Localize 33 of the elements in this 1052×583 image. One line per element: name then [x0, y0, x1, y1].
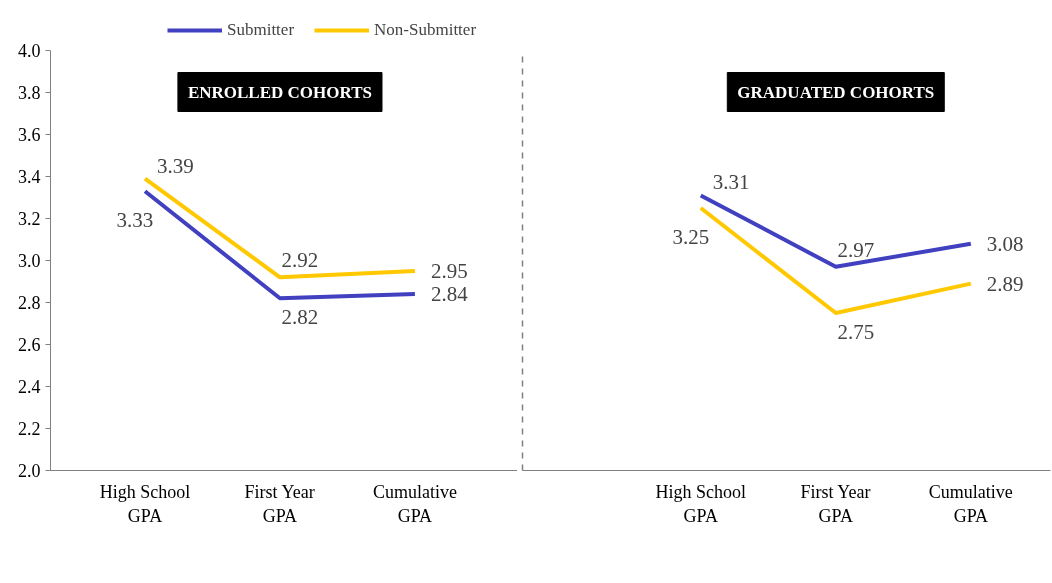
y-tick-label: 3.0 [18, 251, 41, 271]
data-label: 3.25 [672, 225, 710, 249]
y-tick-label: 3.2 [18, 209, 41, 229]
x-tick-label: First Year GPA [244, 481, 315, 526]
y-tick-label: 3.6 [18, 125, 41, 145]
data-label: 2.75 [837, 320, 875, 344]
y-tick-label: 2.2 [18, 419, 41, 439]
y-tick-label: 4.0 [18, 41, 41, 61]
x-tick-label: Cumulative GPA [928, 481, 1013, 526]
data-label: 2.97 [837, 237, 875, 262]
y-tick-label: 3.4 [18, 167, 41, 187]
legend-label: Submitter [227, 20, 295, 40]
y-tick-label: 2.6 [18, 335, 41, 355]
x-tick-label: First Year GPA [800, 481, 871, 526]
data-label: 3.39 [156, 153, 194, 178]
data-label: 3.31 [712, 170, 750, 195]
y-tick-label: 3.8 [18, 83, 41, 103]
y-tick-label: 2.8 [18, 293, 41, 313]
data-label: 2.92 [281, 248, 319, 273]
annotation: GRADUATED COHORTS [737, 82, 935, 102]
x-tick-label: High School GPA [99, 481, 191, 526]
data-label: 2.82 [281, 305, 319, 330]
annotation: ENROLLED COHORTS [187, 82, 372, 102]
data-label: 3.08 [986, 231, 1024, 256]
data-label: 3.33 [116, 208, 154, 233]
data-label: 2.89 [986, 271, 1024, 296]
data-label: 2.84 [430, 282, 469, 307]
x-tick-label: High School GPA [655, 481, 747, 526]
legend-label: Non-Submitter [374, 20, 477, 40]
x-tick-label: Cumulative GPA [372, 481, 457, 526]
y-tick-label: 2.0 [18, 461, 41, 481]
data-label: 2.95 [430, 259, 468, 283]
y-tick-label: 2.4 [18, 377, 41, 397]
